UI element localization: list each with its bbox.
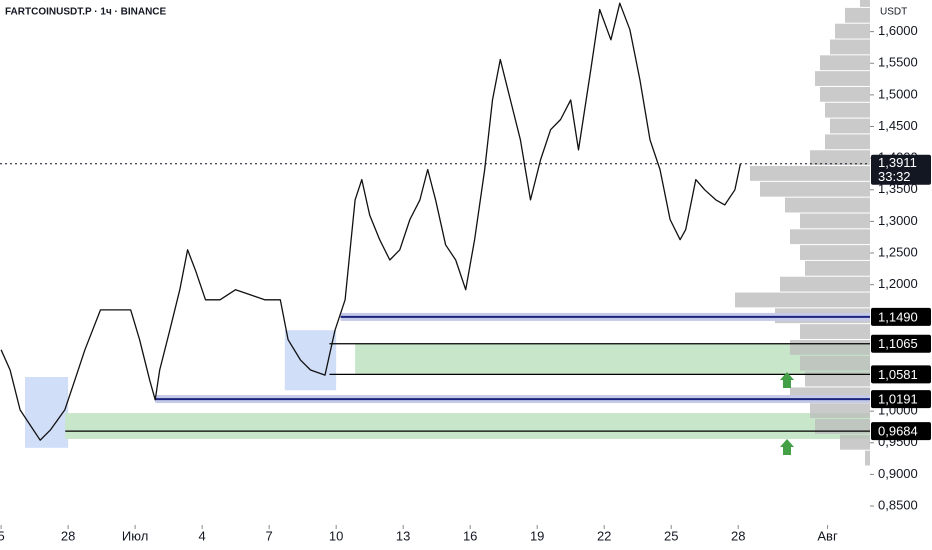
volume-bar [845, 7, 870, 23]
y-tick-label: 1,2000 [878, 276, 918, 291]
volume-bar [790, 339, 870, 355]
y-tick-label: 1,5000 [878, 86, 918, 101]
volume-bar [810, 403, 870, 419]
y-tick-label: 1,5500 [878, 55, 918, 70]
x-tick-label: 4 [199, 528, 206, 543]
current-price-box [871, 154, 931, 185]
y-tick-label: 0,8500 [878, 497, 918, 512]
level-label-box [871, 390, 931, 409]
volume-bar [780, 276, 870, 292]
x-tick-label: 25 [664, 528, 678, 543]
chart-title: FARTCOINUSDT.P · 1ч · BINANCE [5, 7, 167, 18]
level-label: 1,1065 [878, 336, 918, 351]
y-tick-label: 1,3500 [878, 181, 918, 196]
volume-bar [790, 229, 870, 245]
x-tick-label: 16 [463, 528, 477, 543]
x-tick-label: 28 [731, 528, 745, 543]
x-tick-label: 22 [597, 528, 611, 543]
y-tick-label: 1,3000 [878, 213, 918, 228]
y-tick-label: 1,6000 [878, 23, 918, 38]
x-tick-label: 28 [61, 528, 75, 543]
volume-bar [805, 371, 870, 387]
x-tick-label: Авг [817, 528, 838, 543]
volume-bar [810, 150, 870, 166]
x-tick-label: 19 [530, 528, 544, 543]
volume-bar [825, 102, 870, 118]
volume-bar [735, 292, 870, 308]
background-layer [25, 0, 871, 466]
level-label-box [871, 334, 931, 353]
level-label-box [871, 422, 931, 441]
volume-bar [785, 197, 870, 213]
level-label-box [871, 307, 931, 326]
volume-bar [805, 260, 870, 276]
volume-bar [750, 166, 870, 181]
y-tick-label: 0,9000 [878, 466, 918, 481]
volume-bar [800, 245, 870, 260]
volume-bar [825, 134, 870, 150]
level-label-box [871, 365, 931, 384]
up-arrow [780, 372, 794, 388]
volume-bar [840, 434, 870, 450]
volume-bar [815, 71, 870, 86]
level-label: 0,9684 [878, 424, 918, 439]
level-label: 1,0191 [878, 392, 918, 407]
volume-bar [815, 419, 870, 434]
level-label: 1,1490 [878, 309, 918, 324]
axis-layer: 1,60001,55001,50001,45001,40001,35001,30… [0, 23, 931, 543]
volume-bar [800, 324, 870, 339]
volume-bar [860, 0, 870, 7]
volume-bar [820, 86, 870, 102]
x-tick-label: Июл [122, 528, 148, 543]
highlight-box [284, 330, 337, 391]
y-tick-label: 1,4500 [878, 118, 918, 133]
volume-bar [800, 355, 870, 371]
main-layer [0, 2, 870, 441]
up-arrow [780, 439, 794, 455]
price-line [0, 2, 742, 441]
volume-bar [800, 213, 870, 229]
volume-bar [830, 118, 870, 134]
x-tick-label: 10 [329, 528, 343, 543]
zone [65, 413, 871, 439]
volume-bar [760, 181, 870, 197]
level-label: 1,0581 [878, 367, 918, 382]
x-tick-label: 5 [0, 528, 5, 543]
countdown-label: 33:32 [878, 169, 911, 184]
y-tick-label: 1,2500 [878, 244, 918, 259]
current-price-label: 1,3911 [878, 155, 917, 170]
zone [355, 343, 871, 375]
x-tick-label: 13 [396, 528, 410, 543]
volume-bar [835, 23, 870, 39]
highlight-box [25, 376, 69, 448]
axis-label: USDT [880, 7, 907, 18]
x-tick-label: 7 [266, 528, 273, 543]
volume-bar [830, 39, 870, 55]
volume-bar [820, 55, 870, 71]
volume-bar [865, 450, 870, 466]
